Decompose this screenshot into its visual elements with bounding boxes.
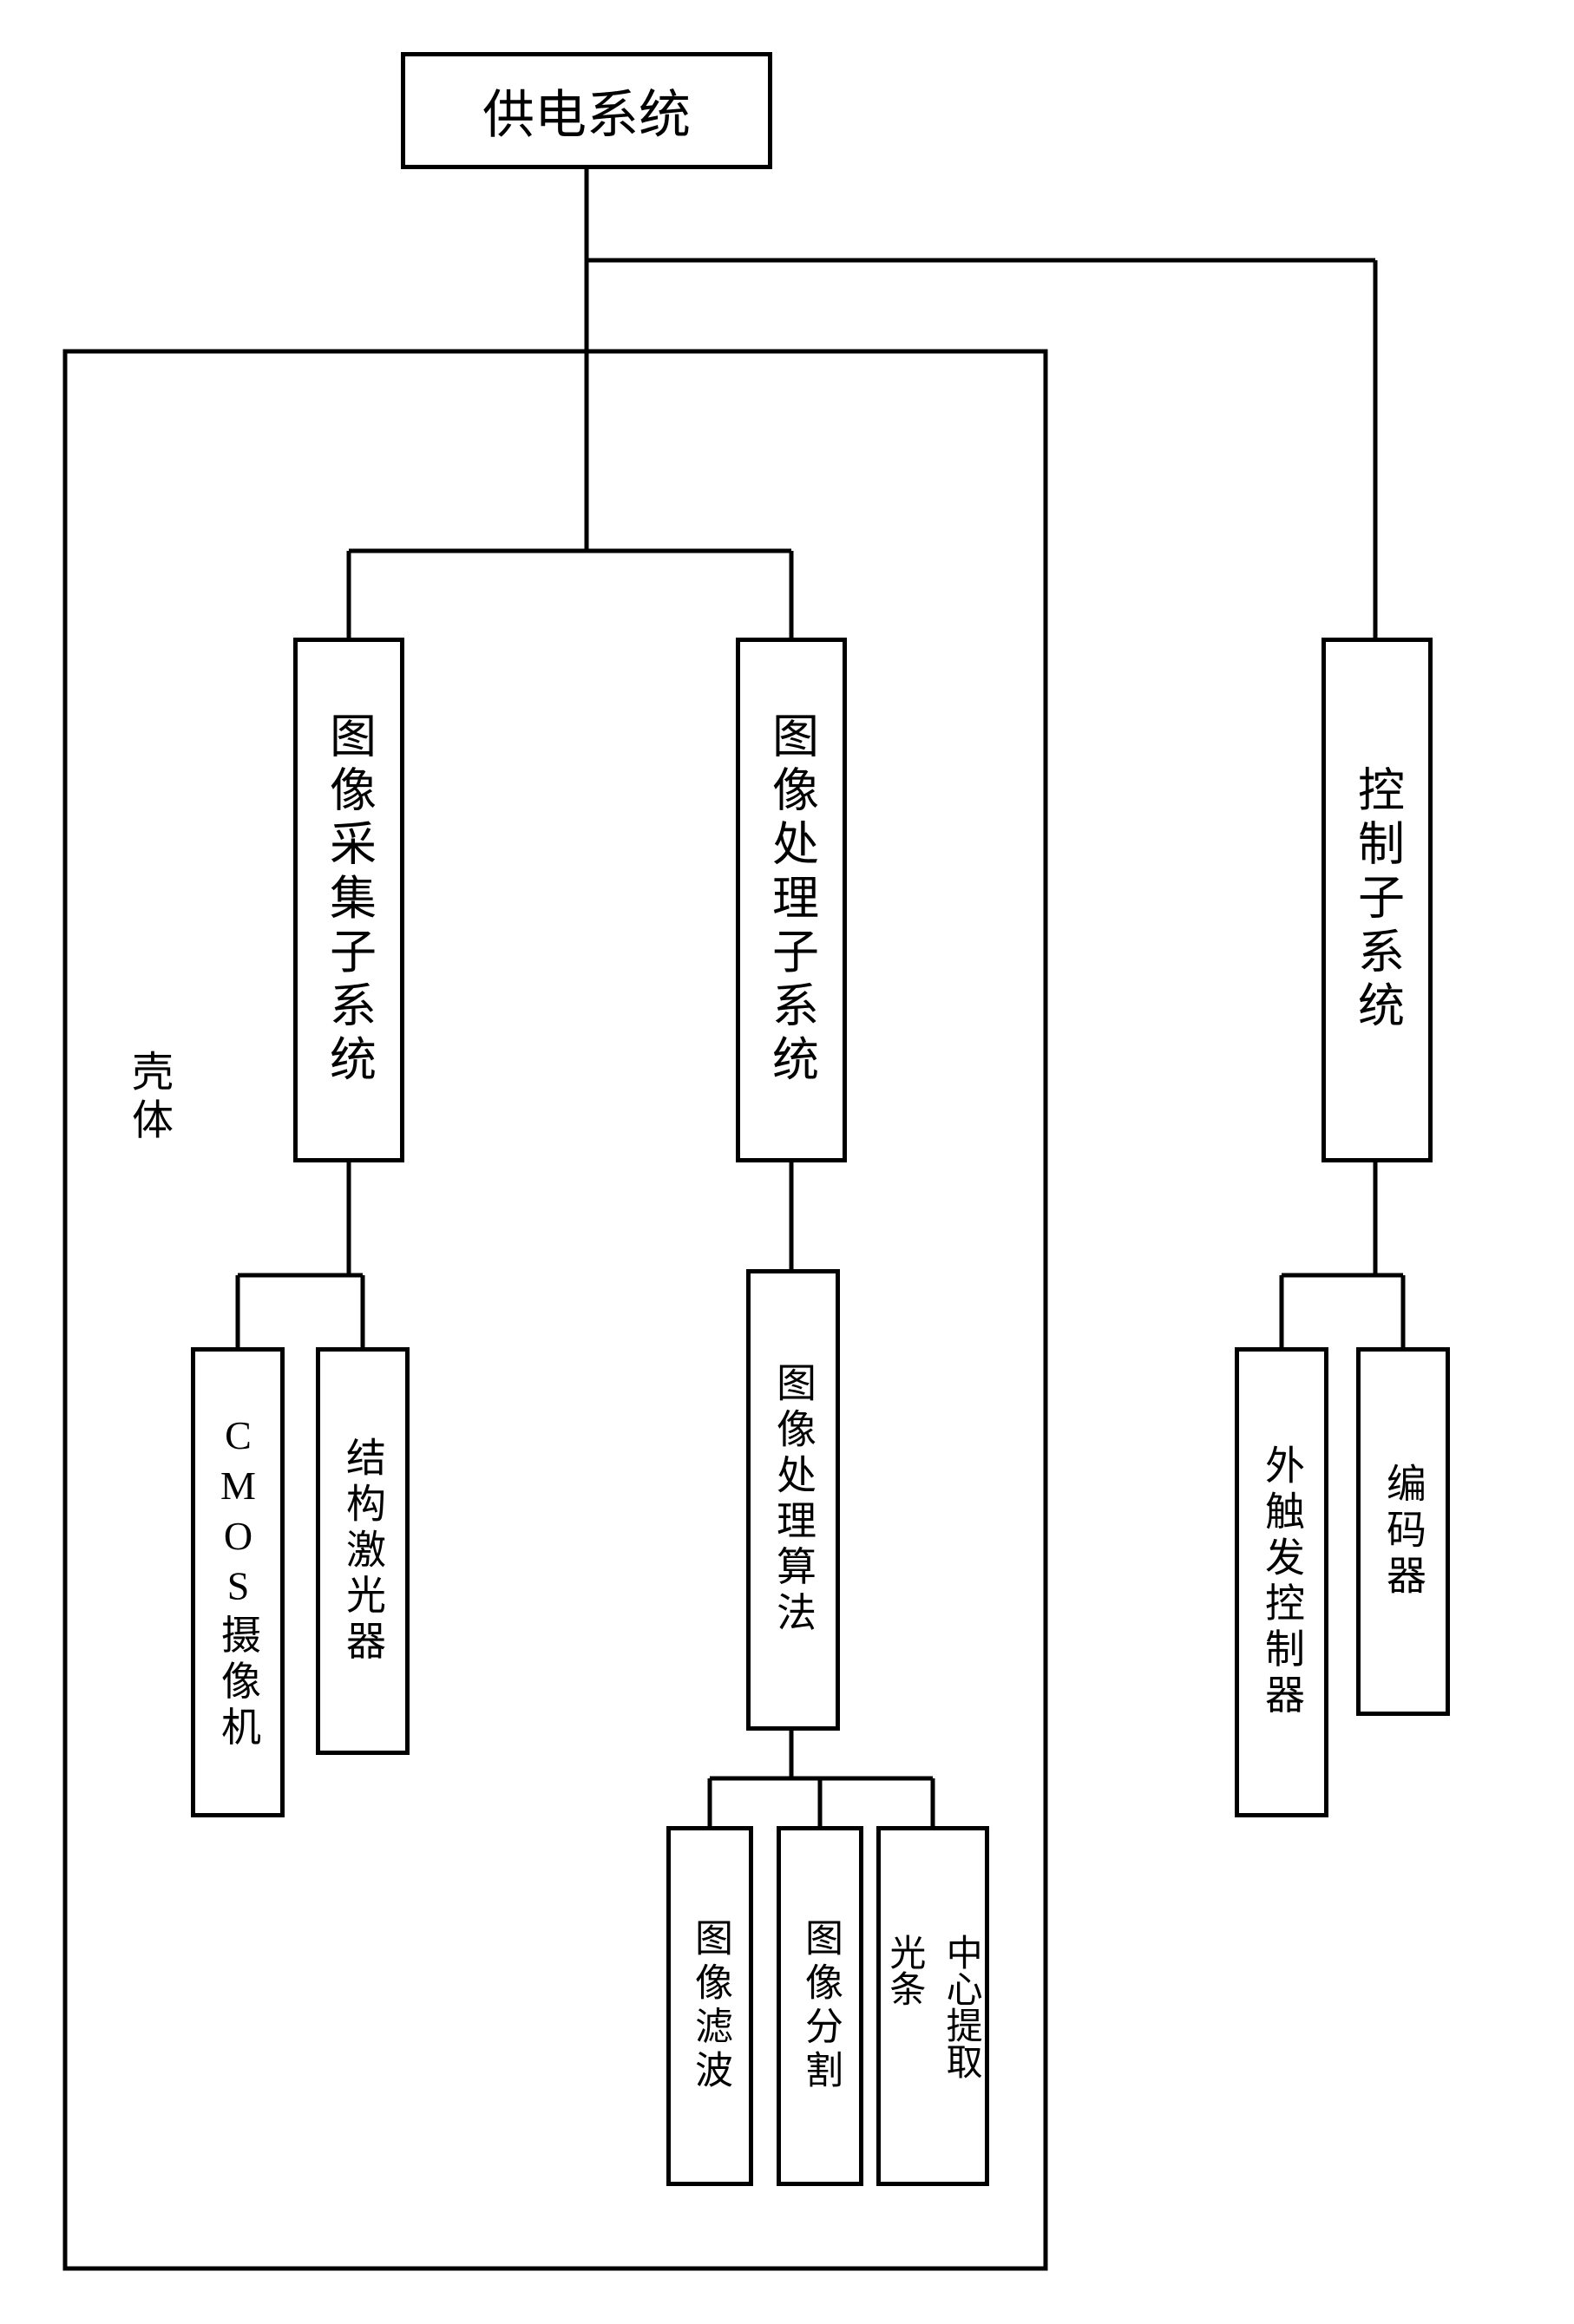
node-image-segmentation: 图像分割 [777,1826,863,2186]
node-label-col-b: 中心提取 [935,1934,987,2079]
node-image-processing-algorithm: 图像处理算法 [746,1269,840,1731]
node-label-col-a: 光条 [878,1934,931,2006]
label-text: 壳体 [125,1050,171,1145]
node-encoder: 编码器 [1356,1347,1450,1716]
node-label: 供电系统 [482,73,691,148]
node-structured-laser: 结构激光器 [316,1347,410,1755]
node-label: 结构激光器 [334,1437,391,1666]
node-label: CMOS摄像机 [209,1413,266,1751]
node-power-system: 供电系统 [401,52,772,169]
node-image-acquisition-subsystem: 图像采集子系统 [293,638,404,1162]
node-image-processing-subsystem: 图像处理子系统 [736,638,847,1162]
node-stripe-center-extraction: 光条 中心提取 [876,1826,989,2186]
node-label: 图像分割 [792,1918,848,2093]
node-label: 外触发控制器 [1253,1444,1310,1719]
node-external-trigger-controller: 外触发控制器 [1235,1347,1328,1817]
node-image-filtering: 图像滤波 [666,1826,753,2186]
node-control-subsystem: 控制子系统 [1322,638,1433,1162]
node-label: 图像处理算法 [764,1362,822,1637]
enclosure-shell-label: 壳体 [117,1050,178,1145]
node-label: 图像处理子系统 [757,711,826,1089]
node-cmos-camera: CMOS摄像机 [191,1347,285,1817]
node-label: 图像滤波 [682,1918,738,2093]
node-label: 图像采集子系统 [315,711,384,1089]
node-label: 编码器 [1374,1463,1432,1601]
node-label: 控制子系统 [1343,765,1412,1035]
